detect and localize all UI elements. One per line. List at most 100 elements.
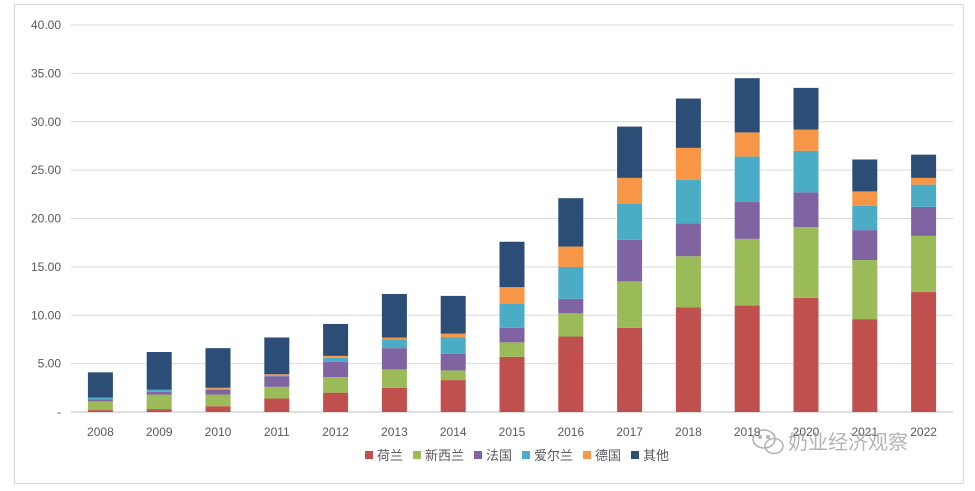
bar-segment bbox=[381, 348, 407, 370]
bar-segment bbox=[323, 361, 349, 378]
bar-segment bbox=[146, 389, 172, 392]
bar-segment bbox=[381, 369, 407, 388]
bar-segment bbox=[558, 266, 584, 299]
bar-segment bbox=[558, 246, 584, 267]
bar-segment bbox=[852, 191, 878, 206]
bar-segment bbox=[323, 357, 349, 362]
bar-segment bbox=[146, 352, 172, 390]
y-tick-label: 40.00 bbox=[31, 18, 61, 32]
bar-segment bbox=[911, 154, 937, 178]
bar-segment bbox=[911, 235, 937, 293]
bar-segment bbox=[558, 336, 584, 412]
bar-segment bbox=[793, 129, 819, 151]
y-tick-label: 15.00 bbox=[31, 260, 61, 274]
bar-segment bbox=[264, 337, 290, 375]
y-tick-label: 10.00 bbox=[31, 308, 61, 322]
bar-segment bbox=[499, 287, 525, 304]
bar-segment bbox=[440, 370, 466, 381]
x-tick-label: 2009 bbox=[146, 425, 173, 439]
bar-segment bbox=[264, 386, 290, 399]
bar-segment bbox=[87, 401, 113, 411]
x-tick-label: 2011 bbox=[264, 425, 290, 439]
bar-segment bbox=[499, 342, 525, 357]
bar-segment bbox=[87, 399, 113, 402]
y-axis: - 5.00 10.00 15.00 20.00 25.00 30.00 35.00 40.00 bbox=[31, 18, 61, 419]
bar-segment bbox=[734, 202, 760, 239]
bar-segment bbox=[911, 184, 937, 207]
bar-segment bbox=[675, 147, 701, 180]
wechat-icon bbox=[752, 429, 784, 455]
stacked-bar-chart: - 5.00 10.00 15.00 20.00 25.00 30.00 35.00 40.00… bbox=[31, 18, 953, 464]
bar-segment bbox=[87, 397, 113, 400]
y-tick-label: - bbox=[57, 405, 61, 419]
bar-segment bbox=[793, 227, 819, 298]
bar-segment bbox=[323, 323, 349, 356]
legend-label: 德国 bbox=[595, 449, 621, 464]
x-tick-label: 2015 bbox=[499, 425, 526, 439]
bar-segment bbox=[617, 327, 643, 412]
bar-segment bbox=[146, 409, 172, 412]
bar-segment bbox=[734, 156, 760, 203]
bar-segment bbox=[793, 87, 819, 130]
x-tick-label: 2018 bbox=[675, 425, 702, 439]
bar-segment bbox=[499, 356, 525, 412]
bar-segment bbox=[264, 374, 290, 376]
bar-segment bbox=[440, 353, 466, 371]
bar-segment bbox=[264, 376, 290, 387]
bar-segment bbox=[675, 307, 701, 412]
y-tick-label: 35.00 bbox=[31, 66, 61, 80]
bar-segment bbox=[675, 179, 701, 224]
bar-segment bbox=[852, 230, 878, 261]
bar-segment bbox=[617, 203, 643, 240]
bar-segment bbox=[558, 313, 584, 337]
bar-segment bbox=[558, 198, 584, 247]
bar-segment bbox=[264, 375, 290, 377]
bar-segment bbox=[205, 394, 231, 407]
bar-segment bbox=[87, 410, 113, 412]
bar-segment bbox=[440, 295, 466, 334]
bar-segment bbox=[852, 159, 878, 192]
bar-segment bbox=[734, 238, 760, 306]
bar-segment bbox=[381, 387, 407, 412]
bar-segment bbox=[793, 297, 819, 412]
bar-segment bbox=[793, 150, 819, 193]
bar-segment bbox=[440, 333, 466, 338]
bar-segment bbox=[734, 78, 760, 133]
legend-swatch bbox=[522, 451, 530, 459]
bar-segment bbox=[617, 177, 643, 204]
y-tick-label: 30.00 bbox=[31, 115, 61, 129]
legend-label: 法国 bbox=[486, 449, 512, 464]
watermark: 奶业经济观察 bbox=[748, 422, 948, 462]
bar-segment bbox=[675, 223, 701, 257]
bar-segment bbox=[675, 98, 701, 148]
x-tick-label: 2021 bbox=[851, 425, 878, 439]
bar-segment bbox=[87, 372, 113, 398]
legend-label: 爱尔兰 bbox=[534, 449, 573, 464]
bar-segment bbox=[499, 303, 525, 328]
legend-swatch bbox=[583, 451, 591, 459]
bar-segment bbox=[146, 394, 172, 410]
bar-segment bbox=[675, 256, 701, 308]
legend-label: 荷兰 bbox=[377, 449, 403, 464]
y-tick-label: 5.00 bbox=[38, 357, 62, 371]
bar-segment bbox=[793, 192, 819, 228]
legend-swatch bbox=[413, 451, 421, 459]
x-tick-label: 2012 bbox=[322, 425, 349, 439]
x-tick-label: 2017 bbox=[616, 425, 643, 439]
bar-segment bbox=[323, 377, 349, 393]
bar-segment bbox=[381, 339, 407, 349]
x-tick-label: 2014 bbox=[440, 425, 467, 439]
legend-label: 其他 bbox=[643, 449, 669, 464]
bar-segment bbox=[558, 298, 584, 314]
bar-segment bbox=[499, 241, 525, 288]
bar-segment bbox=[205, 387, 231, 389]
x-tick-label: 2010 bbox=[205, 425, 232, 439]
bar-segment bbox=[264, 398, 290, 412]
bar-segment bbox=[617, 239, 643, 282]
bar-segment bbox=[440, 380, 466, 412]
bar-segment bbox=[617, 281, 643, 328]
x-tick-label: 2020 bbox=[793, 425, 820, 439]
x-tick-label: 2022 bbox=[910, 425, 937, 439]
legend-label: 新西兰 bbox=[425, 448, 464, 464]
bar-segment bbox=[911, 206, 937, 236]
